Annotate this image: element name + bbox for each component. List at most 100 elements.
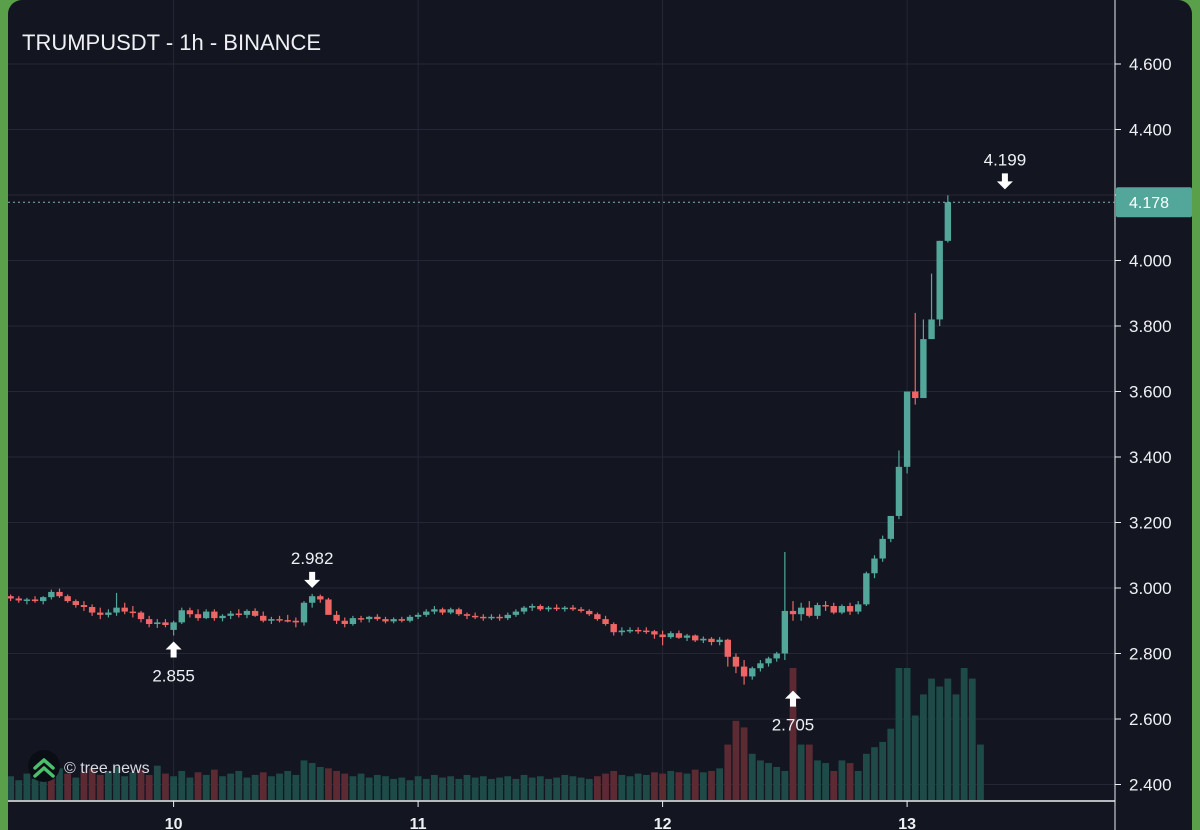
volume-bar (88, 768, 96, 800)
candle-body (569, 607, 577, 610)
candle (211, 609, 218, 621)
candle (765, 656, 772, 667)
candle-body (243, 610, 251, 615)
candle (186, 607, 194, 618)
candle-body (765, 658, 772, 664)
candle-body (162, 622, 169, 626)
volume-bar (651, 772, 658, 800)
candle (366, 615, 373, 623)
candle (708, 637, 715, 646)
candle-body (357, 618, 365, 620)
candle (675, 630, 683, 639)
volume-bar (577, 777, 585, 800)
candle (667, 631, 674, 639)
candle-body (887, 515, 894, 539)
candle (113, 592, 120, 616)
candle (936, 240, 943, 326)
candle (243, 609, 251, 619)
candle-body (846, 606, 854, 612)
y-tick-label: 4.000 (1129, 252, 1172, 271)
candle-body (170, 622, 177, 630)
volume-bar (202, 774, 210, 800)
candle (903, 391, 911, 474)
candle-body (113, 607, 120, 613)
candle (170, 620, 177, 636)
y-tick-label: 2.600 (1129, 710, 1172, 729)
volume-bar (235, 770, 243, 800)
candle (488, 614, 495, 621)
candle (235, 609, 242, 618)
candle-body (308, 596, 316, 603)
candle-body (814, 605, 821, 616)
volume-bar (814, 760, 821, 800)
candle (724, 638, 731, 667)
candle (80, 601, 88, 611)
candle (594, 612, 601, 621)
candle (683, 633, 691, 642)
volume-bar (911, 715, 919, 800)
candle (797, 602, 805, 621)
candle-body (251, 610, 259, 616)
volume-bar (536, 776, 544, 800)
candle-body (692, 635, 699, 641)
volume-bar (928, 678, 935, 800)
volume-bar (341, 773, 349, 800)
candle-body (537, 606, 544, 610)
candle-body (903, 391, 911, 467)
volume-bar (113, 767, 120, 800)
candle (121, 602, 128, 615)
y-tick-label: 4.400 (1129, 121, 1172, 140)
candle (260, 611, 267, 623)
candle-body (504, 614, 511, 619)
candle (602, 615, 609, 626)
volume-bar (830, 770, 838, 800)
candle-body (797, 607, 805, 615)
candle (227, 610, 234, 620)
y-tick-label: 3.200 (1129, 514, 1172, 533)
volume-bar (210, 769, 218, 800)
candle-body (855, 604, 862, 612)
candle-body (716, 639, 723, 643)
candle-body (822, 605, 829, 607)
candle-body (757, 663, 764, 669)
volume-bar (170, 776, 177, 800)
candle (618, 627, 626, 636)
volume-bar (504, 776, 512, 800)
volume-bar (488, 778, 495, 800)
candle (586, 609, 593, 616)
volume-bar (561, 774, 569, 800)
candle (284, 614, 291, 623)
candle-body (219, 615, 226, 619)
candle (577, 606, 585, 613)
candle (203, 609, 210, 620)
x-tick-label: 12 (654, 816, 672, 830)
volume-bar (732, 720, 740, 800)
candle-body (88, 606, 96, 613)
candle (700, 636, 707, 644)
candle (439, 607, 446, 615)
volume-bar (528, 777, 536, 800)
candle (463, 612, 471, 620)
candle-body (675, 633, 683, 638)
candle-body (447, 609, 454, 613)
annotation-label: 2.705 (772, 716, 815, 735)
candle (944, 195, 952, 243)
y-tick-label: 3.600 (1129, 383, 1172, 402)
candle-body (610, 624, 617, 633)
candle-body (496, 616, 503, 619)
candle (349, 615, 357, 626)
volume-bar (357, 773, 365, 800)
candle (757, 660, 764, 672)
candle-body (577, 609, 585, 611)
candle (610, 622, 617, 636)
candle (308, 593, 316, 608)
volume-bar (471, 777, 479, 800)
x-tick-label: 11 (410, 816, 427, 830)
candle-body (317, 596, 324, 600)
candle (178, 607, 185, 625)
candle-body (936, 240, 943, 320)
candle (423, 609, 430, 617)
candle (520, 606, 528, 615)
annotation-label: 2.982 (291, 549, 334, 568)
